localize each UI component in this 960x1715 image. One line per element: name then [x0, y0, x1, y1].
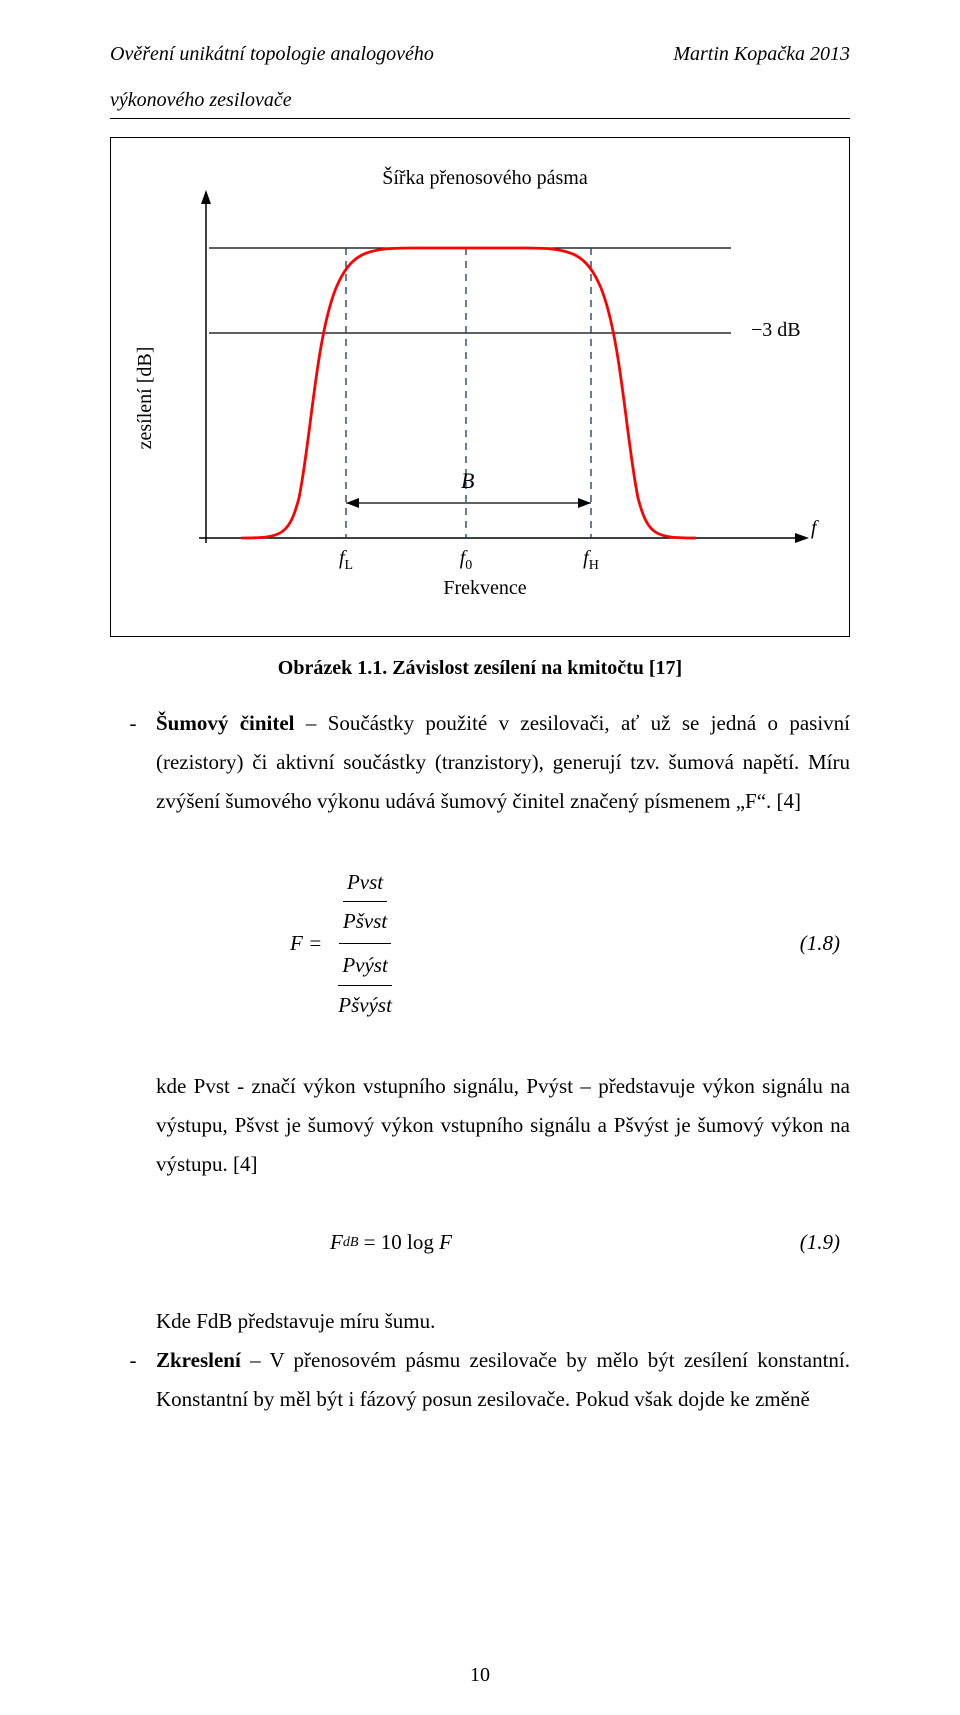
page: Ověření unikátní topologie analogového v…	[0, 0, 960, 1715]
eq2-num-label: (1.9)	[800, 1223, 850, 1262]
page-header: Ověření unikátní topologie analogového v…	[110, 40, 850, 114]
eq1-den-bot: Pšvýst	[334, 986, 396, 1025]
bullet-dash-1: -	[110, 704, 156, 821]
para4-rest: – V přenosovém pásmu zesilovače by mělo …	[156, 1348, 850, 1411]
eq1-frac-outer: Pvst Pšvst Pvýst Pšvýst	[334, 861, 396, 1027]
eq2-lhs-var: F	[330, 1223, 343, 1262]
header-left-line2: výkonového zesilovače	[110, 86, 434, 114]
para4-bold: Zkreslení	[156, 1348, 241, 1372]
bullet-sumovy: - Šumový činitel – Součástky použité v z…	[110, 704, 850, 821]
fig-B-label: B	[461, 468, 474, 493]
fig-f0: f0	[460, 547, 473, 573]
fig-f-label: f	[811, 517, 819, 539]
equation-1-8: F = Pvst Pšvst Pvýst Pšvýst	[110, 861, 850, 1027]
figure-caption: Obrázek 1.1. Závislost zesílení na kmito…	[110, 657, 850, 680]
eq1-den-top: Pvýst	[338, 946, 391, 986]
fig-xlabel: Frekvence	[443, 577, 526, 599]
eq1-num-bot: Pšvst	[339, 902, 391, 941]
figure-svg: Šířka přenosového pásma −3 dB f B fL f0 …	[111, 138, 849, 636]
fig-fL: fL	[339, 547, 353, 573]
fig-fH: fH	[583, 547, 599, 573]
eq1-num-label: (1.8)	[800, 924, 850, 963]
body-text: - Šumový činitel – Součástky použité v z…	[110, 704, 850, 1419]
para2: kde Pvst - značí výkon vstupního signálu…	[156, 1067, 850, 1184]
eq1-lhs: F =	[290, 924, 322, 963]
page-number: 10	[0, 1664, 960, 1687]
fig-top-title: Šířka přenosového pásma	[382, 165, 588, 189]
eq1-center: F = Pvst Pšvst Pvýst Pšvýst	[290, 861, 396, 1027]
eq2-rhs: = 10 log F	[358, 1223, 452, 1262]
header-rule	[110, 118, 850, 119]
bandwidth-figure: Šířka přenosového pásma −3 dB f B fL f0 …	[110, 137, 850, 637]
bullet-dash-2: -	[110, 1341, 156, 1419]
equation-1-9: FdB = 10 log F (1.9)	[110, 1223, 850, 1262]
fig-ylabel: zesílení [dB]	[134, 347, 156, 450]
para1-content: Šumový činitel – Součástky použité v zes…	[156, 704, 850, 821]
para4-content: Zkreslení – V přenosovém pásmu zesilovač…	[156, 1341, 850, 1419]
eq1-num-top: Pvst	[343, 863, 387, 903]
eq2-center: FdB = 10 log F	[330, 1223, 452, 1262]
eq2-lhs-sub: dB	[343, 1230, 359, 1256]
para1-bold: Šumový činitel	[156, 711, 295, 735]
header-left-line1: Ověření unikátní topologie analogového	[110, 40, 434, 68]
header-right: Martin Kopačka 2013	[673, 40, 850, 114]
para3: Kde FdB představuje míru šumu.	[156, 1302, 850, 1341]
bullet-zkresleni: - Zkreslení – V přenosovém pásmu zesilov…	[110, 1341, 850, 1419]
fig-minus3db: −3 dB	[751, 319, 801, 341]
header-left: Ověření unikátní topologie analogového v…	[110, 40, 434, 114]
